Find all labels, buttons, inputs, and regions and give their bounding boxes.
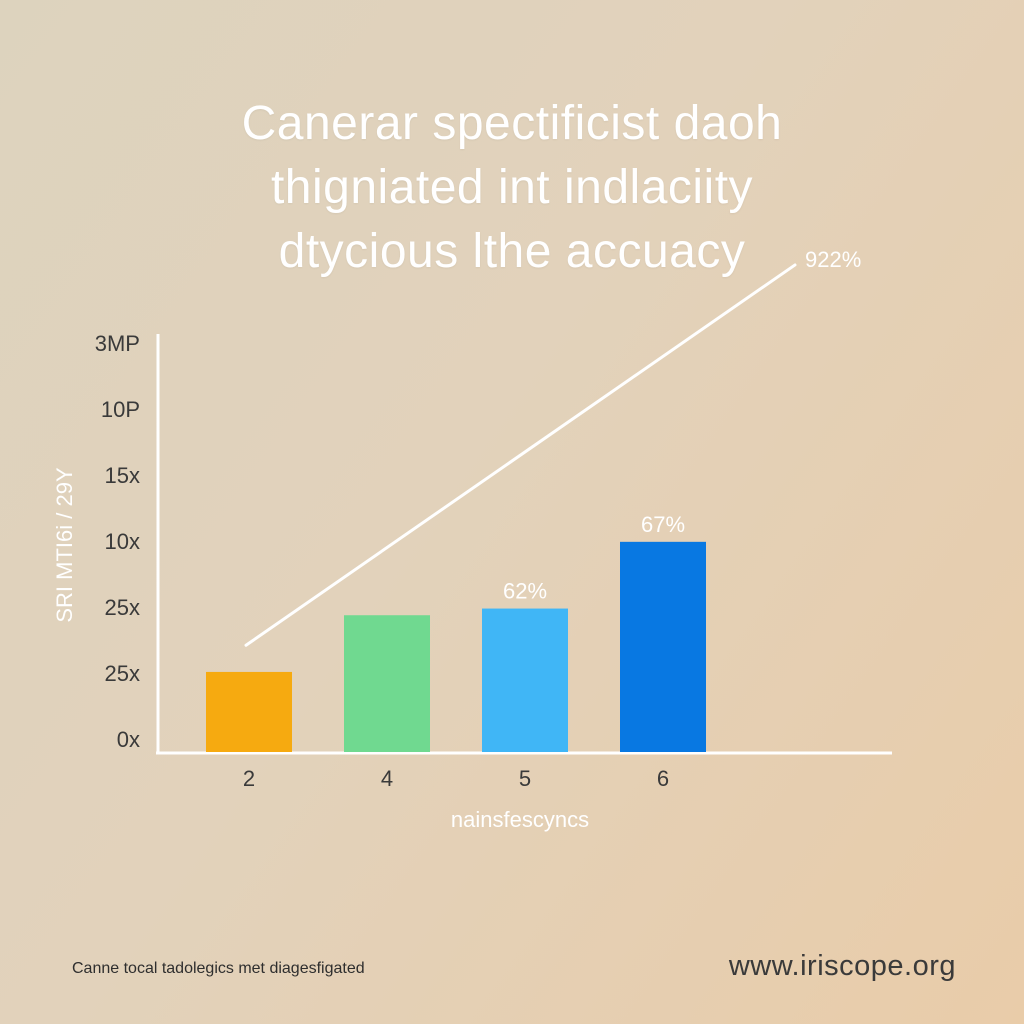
y-tick-label: 0x — [117, 727, 140, 752]
y-tick-label: 25x — [105, 595, 140, 620]
bar-4 — [344, 615, 430, 752]
y-tick-label: 10P — [101, 397, 140, 422]
data-label: 67% — [641, 512, 685, 537]
x-tick-label: 4 — [381, 766, 393, 791]
y-tick-label: 15x — [105, 463, 140, 488]
y-tick-label: 25x — [105, 661, 140, 686]
x-axis-label: nainsfescyncs — [451, 807, 589, 832]
trend-line-label: 922% — [805, 247, 861, 272]
x-tick-label: 6 — [657, 766, 669, 791]
y-tick-label: 10x — [105, 529, 140, 554]
chart-title: Canerar spectificist daoh thigniated int… — [0, 92, 1024, 284]
y-axis-label: SRI MTI6i / 29Y — [52, 467, 77, 623]
bar-2 — [206, 671, 292, 752]
footer-note: Canne tocal tadolegics met diagesfigated — [72, 960, 365, 977]
data-label: 62% — [503, 579, 547, 604]
footer-url[interactable]: www.iriscope.org — [728, 950, 956, 982]
bar-5 — [482, 608, 568, 752]
x-tick-label: 5 — [519, 766, 531, 791]
chart-title-line-1: Canerar spectificist daoh — [241, 97, 783, 150]
y-tick-label: 3MP — [95, 331, 140, 356]
chart-title-line-2: thigniated int indlaciity — [270, 161, 754, 214]
chart-title-line-3: dtycious lthe accuacy — [278, 225, 746, 278]
bar-6 — [620, 541, 706, 752]
trend-line — [244, 263, 797, 647]
x-tick-label: 2 — [243, 766, 255, 791]
